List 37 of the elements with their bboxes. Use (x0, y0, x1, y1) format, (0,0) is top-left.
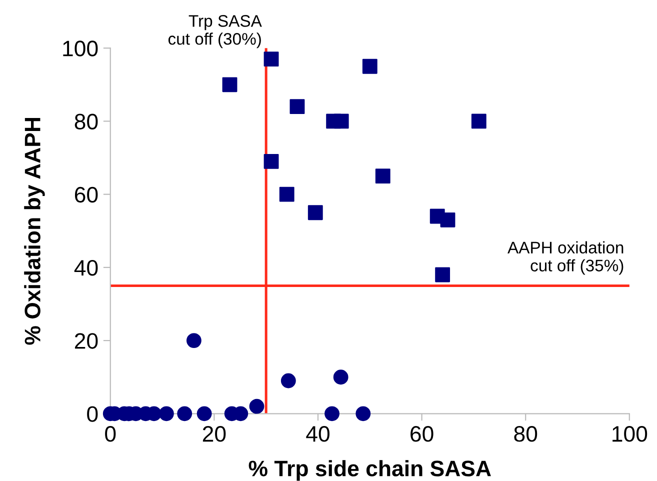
y-tick-label: 100 (63, 40, 98, 56)
point (471, 114, 486, 129)
point (222, 77, 238, 92)
ref-line-label: AAPH oxidation cut off (35%) (508, 241, 624, 275)
point (290, 99, 305, 114)
y-tick-label: 40 (74, 260, 98, 276)
point (264, 52, 279, 67)
point (264, 154, 279, 169)
point (435, 267, 450, 282)
point (177, 406, 192, 422)
point (186, 333, 202, 348)
point (279, 186, 294, 202)
x-tick-label: 60 (410, 426, 434, 442)
point (249, 398, 264, 414)
point (158, 406, 174, 422)
point (324, 406, 340, 422)
y-tick-label: 20 (74, 333, 98, 349)
y-tick-label: 60 (74, 186, 98, 203)
point (375, 168, 390, 184)
point (333, 370, 348, 385)
x-tick-label: 80 (514, 426, 538, 442)
y-tick-label: 0 (87, 406, 98, 422)
x-tick-label: 40 (306, 426, 330, 442)
x-axis-title: % Trp side chain SASA (248, 460, 491, 481)
point (308, 205, 323, 220)
x-tick-label: 20 (202, 426, 226, 442)
point (334, 114, 349, 129)
ref-line-label: Trp SASA cut off (30%) (168, 15, 262, 48)
point (280, 373, 296, 388)
point (196, 406, 212, 422)
x-tick-label: 0 (105, 426, 116, 442)
point (356, 406, 371, 422)
x-tick-label: 100 (612, 426, 648, 442)
point (362, 58, 378, 74)
y-tick-label: 80 (74, 114, 98, 130)
y-axis-title: % Oxidation by AAPH (24, 118, 45, 345)
point (440, 212, 456, 228)
